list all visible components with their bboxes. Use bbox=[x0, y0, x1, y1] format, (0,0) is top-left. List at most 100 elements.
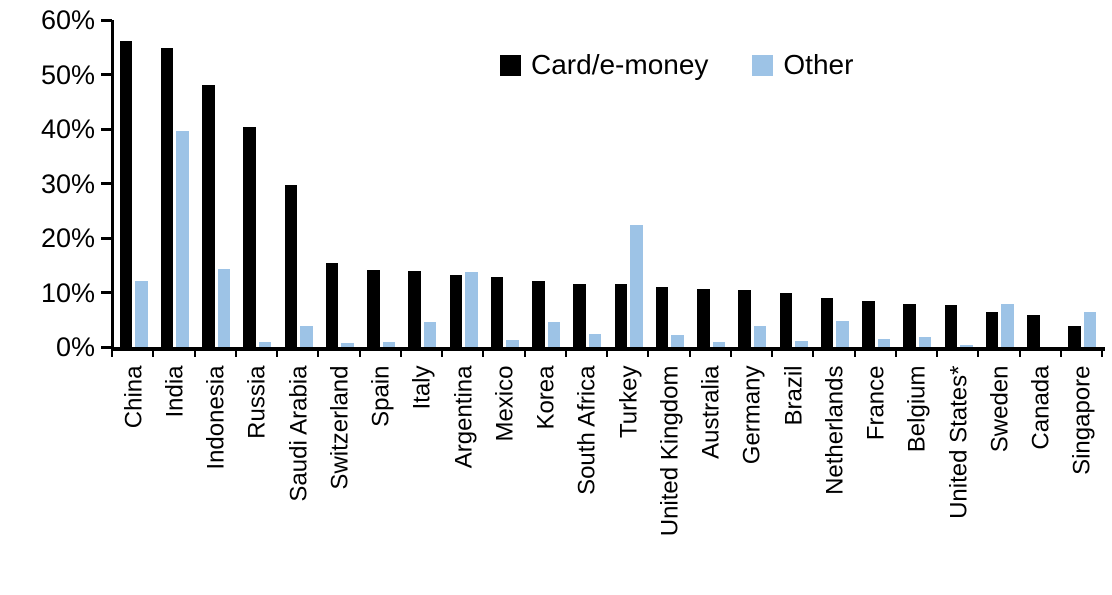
bar-card-e-money-saudi-arabia bbox=[284, 185, 298, 347]
bar-other-singapore bbox=[1083, 311, 1097, 347]
bar-card-e-money-indonesia bbox=[202, 84, 215, 347]
y-axis-tick bbox=[101, 127, 112, 131]
bar-card-e-money-belgium bbox=[903, 303, 916, 347]
bar-other-sweden bbox=[1001, 303, 1014, 347]
x-axis-tick bbox=[234, 351, 237, 357]
x-axis-label: Canada bbox=[1027, 365, 1055, 450]
bar-card-e-money-germany bbox=[738, 289, 751, 347]
legend-item-other: Other bbox=[752, 48, 853, 82]
x-axis-tick bbox=[688, 351, 691, 357]
x-axis-tick bbox=[276, 351, 278, 357]
bar-card-e-money-mexico bbox=[490, 277, 504, 347]
bar-other-argentina bbox=[465, 272, 478, 347]
y-axis-tick bbox=[101, 345, 112, 349]
x-axis-tick bbox=[358, 351, 361, 357]
legend-label-card-e-money: Card/e-money bbox=[531, 49, 709, 80]
bar-other-india bbox=[176, 130, 189, 347]
bar-other-brazil bbox=[795, 341, 808, 347]
bar-other-indonesia bbox=[217, 268, 231, 347]
x-axis-tick bbox=[399, 351, 402, 357]
bar-other-italy bbox=[423, 322, 437, 347]
y-axis-label: 10% bbox=[40, 277, 95, 308]
x-axis-tick bbox=[317, 351, 320, 357]
y-axis-tick bbox=[101, 236, 112, 240]
x-axis-label: Indonesia bbox=[202, 365, 230, 470]
x-axis-tick bbox=[729, 351, 732, 357]
bar-other-australia bbox=[712, 341, 726, 347]
bar-card-e-money-spain bbox=[367, 270, 380, 347]
bar-other-russia bbox=[258, 342, 272, 347]
x-axis-label: Australia bbox=[697, 365, 725, 459]
bar-card-e-money-china bbox=[119, 40, 133, 347]
x-axis-tick bbox=[936, 351, 938, 357]
y-axis-tick bbox=[101, 291, 112, 294]
x-axis-label: India bbox=[161, 365, 189, 418]
bar-other-france bbox=[877, 339, 891, 347]
bar-other-switzerland bbox=[341, 342, 354, 347]
legend-swatch-other bbox=[752, 54, 774, 76]
y-axis-label: 60% bbox=[40, 5, 95, 35]
bar-other-south-africa bbox=[588, 334, 602, 347]
x-axis-label: Switzerland bbox=[326, 365, 354, 490]
bar-card-e-money-south-africa bbox=[573, 283, 586, 347]
x-axis-label: Netherlands bbox=[821, 365, 849, 495]
x-axis-label: Sweden bbox=[986, 365, 1014, 452]
y-axis-line bbox=[111, 20, 114, 349]
bar-other-saudi-arabia bbox=[300, 326, 313, 347]
x-axis-label: France bbox=[862, 365, 890, 440]
bar-card-e-money-russia bbox=[243, 127, 256, 347]
x-axis-label: Brazil bbox=[780, 365, 808, 426]
x-axis-tick bbox=[111, 351, 113, 357]
y-axis-tick bbox=[101, 73, 112, 76]
bar-other-turkey bbox=[630, 224, 643, 347]
bar-other-korea bbox=[547, 322, 561, 347]
bar-card-e-money-india bbox=[160, 47, 174, 347]
y-axis-label: 40% bbox=[40, 114, 95, 144]
x-axis-tick bbox=[977, 351, 980, 357]
x-axis-label: South Africa bbox=[573, 365, 601, 495]
x-axis-tick bbox=[564, 351, 567, 357]
x-axis-tick bbox=[523, 351, 526, 357]
y-axis-label: 50% bbox=[40, 59, 95, 90]
x-axis-tick bbox=[853, 351, 856, 357]
x-axis-tick bbox=[771, 351, 773, 357]
bar-card-e-money-united-kingdom bbox=[655, 287, 669, 347]
y-axis-label: 20% bbox=[40, 223, 95, 253]
x-axis-label: Argentina bbox=[450, 365, 478, 468]
x-axis-tick bbox=[812, 351, 815, 357]
x-axis-tick bbox=[1059, 351, 1062, 357]
legend-label-other: Other bbox=[783, 49, 854, 80]
bar-card-e-money-singapore bbox=[1068, 325, 1081, 347]
x-axis-label: Singapore bbox=[1068, 365, 1096, 475]
y-axis-label: 0% bbox=[55, 332, 95, 362]
x-axis-label: Korea bbox=[532, 365, 560, 430]
bar-other-germany bbox=[753, 325, 767, 347]
x-axis-label: Spain bbox=[367, 365, 395, 427]
x-axis-label: Russia bbox=[243, 365, 271, 439]
bar-other-united-states bbox=[960, 345, 973, 347]
bar-other-spain bbox=[382, 341, 396, 347]
x-axis-tick bbox=[482, 351, 485, 357]
bar-card-e-money-turkey bbox=[614, 284, 628, 347]
x-axis-label: Turkey bbox=[615, 365, 643, 438]
chart-legend: Card/e-money Other bbox=[500, 48, 853, 82]
bar-card-e-money-korea bbox=[532, 281, 545, 347]
x-axis-label: United States* bbox=[945, 365, 973, 519]
x-axis-label: Italy bbox=[408, 365, 436, 410]
bar-card-e-money-brazil bbox=[779, 293, 793, 347]
x-axis-tick bbox=[193, 351, 196, 357]
x-axis-line bbox=[111, 347, 1105, 351]
x-axis-tick bbox=[894, 351, 897, 357]
x-axis-label: Germany bbox=[738, 365, 766, 464]
x-axis-label: United Kingdom bbox=[656, 365, 684, 536]
x-axis-tick bbox=[152, 351, 155, 357]
bar-card-e-money-italy bbox=[408, 270, 421, 347]
bar-card-e-money-netherlands bbox=[820, 297, 834, 347]
bar-card-e-money-switzerland bbox=[325, 262, 339, 347]
y-axis-tick bbox=[101, 18, 112, 22]
x-axis-label: China bbox=[120, 365, 148, 428]
y-axis-label: 30% bbox=[40, 168, 95, 199]
bar-card-e-money-france bbox=[862, 300, 875, 347]
bar-card-e-money-canada bbox=[1027, 314, 1040, 347]
bar-other-united-kingdom bbox=[671, 335, 684, 347]
